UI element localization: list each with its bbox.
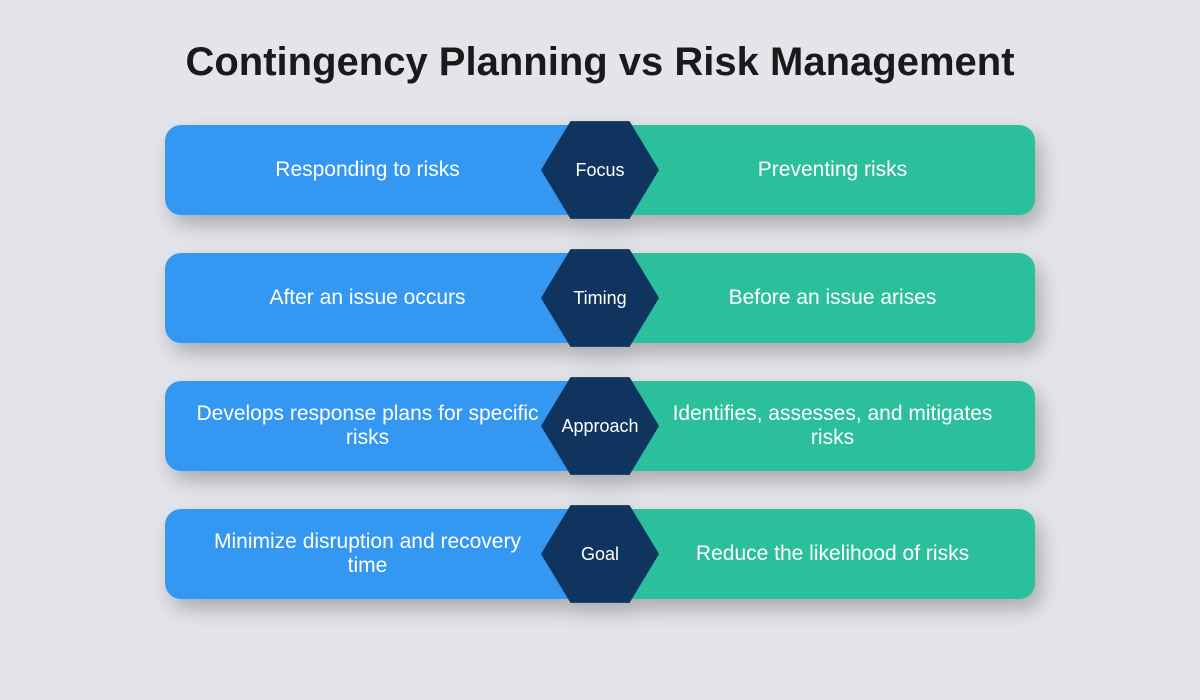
right-panel: Before an issue arises (600, 253, 1035, 343)
left-text: Minimize disruption and recovery time (195, 530, 540, 578)
right-text: Identifies, assesses, and mitigates risk… (660, 402, 1005, 450)
right-text: Reduce the likelihood of risks (696, 542, 969, 566)
category-label: Approach (561, 416, 638, 437)
left-text: Responding to risks (275, 158, 459, 182)
comparison-rows: Responding to risks Preventing risks Foc… (165, 125, 1035, 599)
left-panel: Develops response plans for specific ris… (165, 381, 600, 471)
left-panel: Minimize disruption and recovery time (165, 509, 600, 599)
comparison-row: After an issue occurs Before an issue ar… (165, 253, 1035, 343)
category-label: Focus (575, 160, 624, 181)
right-text: Before an issue arises (729, 286, 937, 310)
left-text: After an issue occurs (269, 286, 465, 310)
comparison-row: Minimize disruption and recovery time Re… (165, 509, 1035, 599)
right-panel: Identifies, assesses, and mitigates risk… (600, 381, 1035, 471)
page-title: Contingency Planning vs Risk Management (185, 40, 1014, 85)
right-panel: Preventing risks (600, 125, 1035, 215)
category-label: Timing (573, 288, 626, 309)
comparison-row: Responding to risks Preventing risks Foc… (165, 125, 1035, 215)
infographic-container: Contingency Planning vs Risk Management … (0, 0, 1200, 700)
comparison-row: Develops response plans for specific ris… (165, 381, 1035, 471)
right-text: Preventing risks (758, 158, 907, 182)
category-label: Goal (581, 544, 619, 565)
left-text: Develops response plans for specific ris… (195, 402, 540, 450)
left-panel: After an issue occurs (165, 253, 600, 343)
left-panel: Responding to risks (165, 125, 600, 215)
right-panel: Reduce the likelihood of risks (600, 509, 1035, 599)
